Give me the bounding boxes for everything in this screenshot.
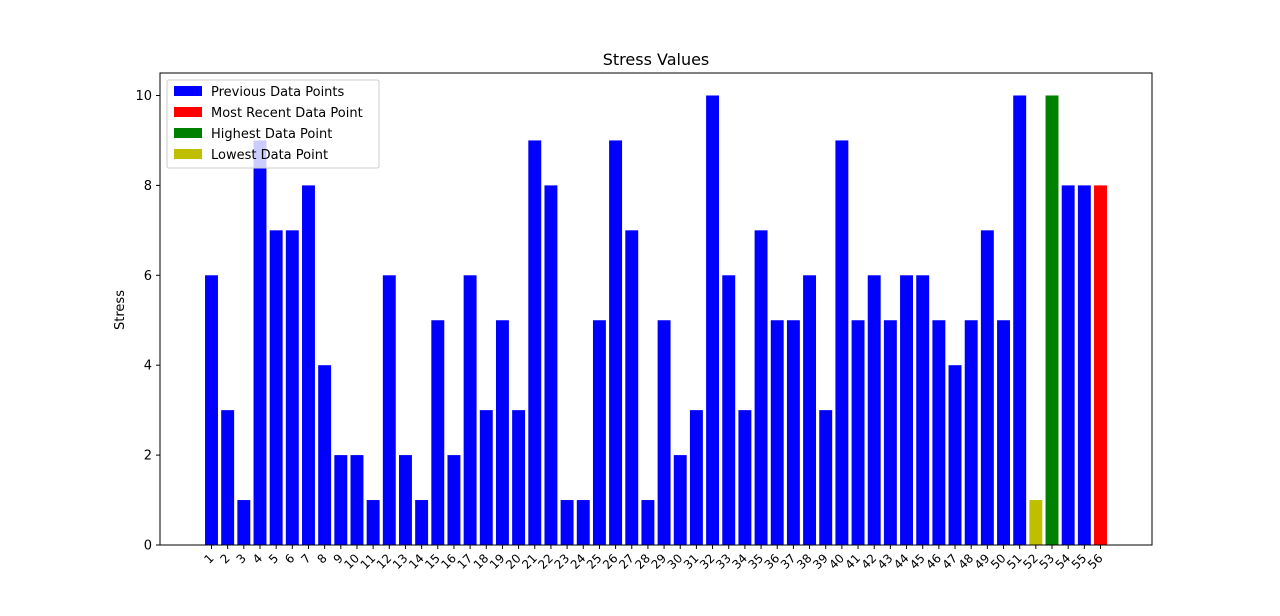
legend: Previous Data Points Most Recent Data Poi… (166, 79, 380, 169)
bar-44 (900, 275, 913, 545)
legend-box (166, 79, 380, 169)
bar-33 (722, 275, 736, 545)
x-tick-label: 7 (298, 551, 313, 566)
legend-swatch-previous (174, 86, 202, 96)
bar-36 (770, 320, 784, 545)
bars-group (205, 95, 1107, 545)
bar-3 (237, 500, 251, 545)
y-tick-label: 6 (144, 269, 152, 284)
x-tick-label: 6 (282, 551, 297, 566)
bar-46 (932, 320, 946, 545)
x-tick-group: 1 2 3 4 5 6 7 8 91011121314151617181920212223242… (201, 545, 1106, 572)
legend-swatch-highest (174, 128, 202, 138)
bar-22 (544, 185, 558, 545)
bar-5 (269, 230, 283, 545)
bar-20 (512, 410, 526, 545)
bar-45 (916, 275, 930, 545)
x-tick-label: 56 (1085, 551, 1106, 572)
x-tick-label: 3 (234, 551, 249, 566)
bar-32 (706, 95, 720, 545)
bar-10 (350, 455, 364, 545)
plot-frame (159, 72, 1153, 546)
y-tick-label: 8 (144, 179, 152, 194)
bar-35 (754, 230, 768, 545)
bar-2 (221, 410, 235, 545)
bar-25 (592, 320, 606, 545)
y-tick-label: 10 (135, 89, 152, 104)
bar-16 (447, 455, 461, 545)
bar-23 (560, 500, 574, 545)
x-tick-label: 5 (266, 551, 281, 566)
bar-49 (980, 230, 994, 545)
bar-1 (205, 275, 218, 545)
bar-37 (786, 320, 800, 545)
bar-28 (641, 500, 655, 545)
bar-38 (803, 275, 817, 545)
bar-30 (673, 455, 687, 545)
bar-52 (1029, 500, 1043, 545)
bar-53 (1045, 95, 1059, 545)
bar-13 (399, 455, 412, 545)
bar-26 (609, 140, 623, 545)
bar-43 (883, 320, 897, 545)
legend-swatch-recent (174, 107, 202, 117)
bar-29 (657, 320, 671, 545)
bar-31 (689, 410, 703, 545)
bar-19 (495, 320, 509, 545)
bar-14 (415, 500, 429, 545)
legend-label-lowest: Lowest Data Point (211, 148, 328, 163)
bar-39 (819, 410, 833, 545)
bar-54 (1061, 185, 1075, 545)
y-tick-label: 2 (144, 449, 152, 464)
bar-21 (528, 140, 542, 545)
bar-4 (253, 140, 267, 545)
bar-40 (835, 140, 849, 545)
x-tick-label: 2 (217, 551, 232, 566)
bar-15 (431, 320, 445, 545)
x-tick-label: 8 (314, 551, 329, 566)
bar-48 (964, 320, 978, 545)
bar-24 (576, 500, 590, 545)
bar-18 (479, 410, 493, 545)
bar-55 (1077, 185, 1091, 545)
bar-11 (366, 500, 380, 545)
chart-title: Stress Values (603, 50, 710, 69)
y-tick-label: 0 (144, 539, 152, 554)
y-axis-label: Stress (113, 290, 128, 330)
bar-47 (948, 365, 962, 545)
legend-label-recent: Most Recent Data Point (211, 106, 363, 121)
bar-8 (318, 365, 332, 545)
x-tick-label: 4 (250, 551, 265, 566)
bar-9 (334, 455, 348, 545)
bar-27 (625, 230, 639, 545)
bar-12 (382, 275, 396, 545)
bar-34 (738, 410, 752, 545)
bar-7 (302, 185, 315, 545)
legend-label-highest: Highest Data Point (211, 127, 332, 142)
bar-51 (1013, 95, 1027, 545)
bar-42 (867, 275, 881, 545)
y-tick-label: 4 (144, 359, 152, 374)
legend-label-previous: Previous Data Points (211, 85, 345, 100)
x-tick-label: 1 (201, 551, 216, 566)
bar-6 (285, 230, 299, 545)
bar-41 (851, 320, 865, 545)
legend-swatch-lowest (174, 149, 202, 159)
bar-17 (463, 275, 477, 545)
y-tick-group: 0 2 4 6 8 10 (135, 89, 160, 554)
bar-50 (997, 320, 1010, 545)
bar-56 (1094, 185, 1107, 545)
